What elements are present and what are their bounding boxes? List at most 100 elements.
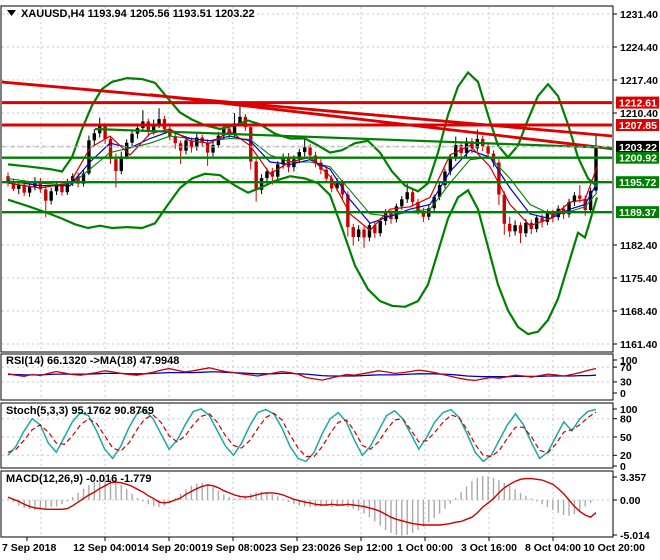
price-label-box (616, 206, 659, 219)
candle-body (189, 140, 194, 148)
candle-body (205, 142, 210, 153)
time-label: 10 Oct 20:00 (583, 542, 645, 554)
stochastic-label: Stoch(5,3,3) 95.1762 90.8769 (6, 405, 154, 417)
indicator-scale-label: -5.014 (620, 530, 650, 542)
candle-body (448, 157, 453, 172)
stochastic-panel[interactable] (2, 408, 612, 463)
candle-body (265, 171, 269, 179)
candle-body (486, 146, 490, 154)
candle-body (335, 182, 339, 189)
price-tick-label: 1210.40 (620, 108, 658, 120)
candle-body (76, 176, 80, 184)
panel-border (0, 402, 614, 469)
grid-layer (2, 7, 612, 536)
price-tick-label: 1168.40 (620, 306, 658, 318)
symbol-dropdown-icon[interactable] (7, 10, 16, 16)
indicator-scale-label: 0.00 (620, 495, 641, 507)
rsi-label: RSI(14) 66.1320 ->MA(18) 47.9948 (6, 355, 179, 367)
candle-body (513, 225, 517, 232)
candle-body (578, 195, 582, 199)
stoch-d-line (7, 411, 597, 458)
candle-body (259, 178, 264, 190)
candle-body (502, 194, 506, 224)
candle-body (329, 178, 334, 189)
time-label: 19 Sep 08:00 (201, 542, 265, 554)
candle-body (130, 133, 134, 143)
price-label-box (616, 151, 659, 164)
price-tick-label: 1231.40 (620, 9, 658, 21)
candle-body (276, 164, 280, 177)
candle-body (173, 136, 177, 144)
rsi-ma-line (8, 371, 597, 378)
candle-body (507, 223, 512, 232)
panel-border (0, 5, 614, 353)
candle-body (232, 123, 237, 135)
time-label: 3 Oct 16:00 (461, 542, 517, 554)
candle-body (308, 147, 312, 156)
time-label: 14 Sep 20:00 (137, 542, 201, 554)
price-label-box-text: 1195.72 (619, 177, 657, 189)
candle-body (432, 196, 436, 209)
trendline[interactable] (94, 127, 613, 149)
panel-border (0, 353, 614, 401)
candle-body (324, 169, 328, 179)
rsi-panel[interactable] (2, 366, 612, 383)
candle-body (54, 185, 59, 192)
candle-body (6, 176, 10, 183)
trendline[interactable] (0, 80, 613, 138)
candle-body (157, 119, 161, 124)
candle-body (470, 141, 474, 149)
candle-body (44, 189, 48, 201)
candle-body (114, 159, 118, 171)
ma-green-line (7, 135, 598, 217)
indicator-scale-label: 3.357 (620, 472, 646, 484)
price-label-box (616, 96, 659, 109)
indicator-scale-label: 30 (620, 377, 632, 389)
indicator-scale-label: 80 (620, 414, 632, 426)
candle-body (421, 211, 426, 217)
price-tick-label: 1161.40 (620, 339, 658, 351)
main-chart-panel[interactable] (0, 70, 613, 336)
price-axis: 1231.40 1224.40 1217.40 1210.40 1182.40 1175.… (613, 9, 659, 542)
trendline[interactable] (149, 93, 613, 151)
rsi-line (7, 367, 597, 382)
price-tick-label: 1217.40 (620, 75, 658, 87)
candle-body (151, 123, 156, 132)
time-label: 1 Oct 00:00 (397, 542, 453, 554)
candle-body (362, 229, 366, 238)
time-label: 12 Sep 04:00 (73, 542, 137, 554)
panel-border (0, 470, 614, 538)
candle-body (108, 138, 113, 160)
indicator-scale-label: 100 (620, 355, 638, 367)
candle-body (378, 220, 382, 234)
time-axis: 7 Sep 2018 12 Sep 04:00 14 Sep 20:00 19 Sep… (2, 537, 645, 554)
candle-body (551, 212, 555, 218)
candle-body (124, 142, 129, 157)
band-lower-line (7, 172, 599, 336)
candle-body (572, 195, 577, 203)
candle-body (497, 162, 501, 195)
indicator-scale-label: 0 (620, 461, 626, 473)
price-label-box-text: 1212.61 (619, 98, 657, 110)
candle-body (524, 222, 528, 234)
price-label-box (616, 140, 659, 153)
macd-panel[interactable] (2, 476, 612, 536)
candle-body (103, 126, 107, 139)
candle-body (416, 202, 420, 212)
price-label-box-text: 1207.85 (619, 120, 657, 132)
indicator-scale-label: 0 (620, 388, 626, 400)
indicator-scale-label: 70 (620, 362, 632, 374)
indicator-scale-label: 50 (620, 432, 632, 444)
price-label-box-text: 1189.37 (619, 207, 657, 219)
price-label-box-text: 1203.22 (619, 142, 657, 154)
candle-body (373, 225, 377, 234)
candle-body (22, 184, 26, 193)
candle-body (540, 217, 544, 222)
macd-signal-line (7, 477, 597, 526)
time-label: 26 Sep 12:00 (329, 542, 393, 554)
candle-body (11, 182, 16, 189)
candle-body (238, 116, 242, 124)
candle-body (60, 185, 64, 193)
time-label: 7 Sep 2018 (2, 542, 56, 554)
